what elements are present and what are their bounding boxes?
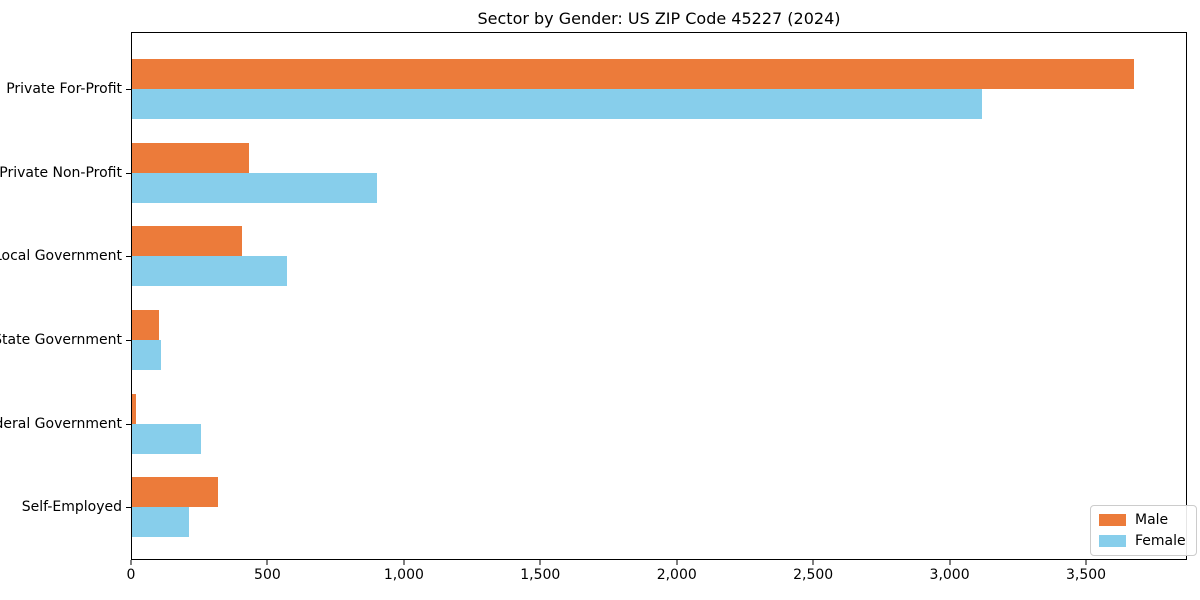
bar-female [132,507,190,538]
x-tick-mark [539,560,541,565]
legend-swatch-male [1099,514,1126,526]
y-axis-label: State Government [0,331,122,348]
category-row-2: Private Non-Profit [0,131,1186,215]
bar-female [132,423,202,454]
chart-title: Sector by Gender: US ZIP Code 45227 (202… [477,9,841,28]
legend-label-female: Female [1135,533,1186,549]
legend-swatch-female [1099,535,1126,547]
x-tick-mark [676,560,678,565]
bar-male [132,226,243,257]
y-tick-mark [126,256,131,258]
x-axis-tick-label: 500 [254,567,281,583]
x-axis: 0 500 1,000 1,500 2,000 2,500 3,000 3,500 [127,560,1187,590]
x-tick-mark [403,560,405,565]
x-axis-tick-label: 0 [126,567,136,583]
legend-item-male: Male [1099,512,1186,528]
y-tick-mark [126,423,131,425]
x-tick-mark [266,560,268,565]
y-tick-mark [126,339,131,341]
bar-female [132,172,378,203]
x-axis-tick-label: 3,500 [1065,567,1107,583]
plot-rows: Private For-Profit Private Non-Profit Loca… [0,33,1186,559]
bar-male [132,393,137,424]
bar-female [132,256,288,287]
y-axis-label: Private Non-Profit [0,164,122,181]
x-tick-mark [1085,560,1087,565]
legend-label-male: Male [1135,512,1169,528]
x-axis-tick-label: 2,000 [656,567,697,583]
bar-female [132,88,982,119]
category-row-4: State Government [0,298,1186,382]
x-axis-tick-label: 3,000 [929,567,970,583]
y-axis-label: Federal Government [0,415,122,432]
x-axis-tick-label: 1,500 [520,567,561,583]
category-row-3: Local Government [0,214,1186,298]
bar-male [132,58,1135,89]
plot-area: Private For-Profit Private Non-Profit Loca… [0,32,1187,560]
y-axis-label: Self-Employed [21,499,122,516]
x-tick-mark [949,560,951,565]
y-tick-mark [126,88,131,90]
bar-female [132,339,161,370]
bar-male [132,142,250,173]
x-tick-mark [812,560,814,565]
category-row-6: Self-Employed [22,465,1186,549]
y-tick-mark [126,172,131,174]
category-row-1: Private For-Profit [6,47,1186,131]
bar-male [132,477,218,508]
y-tick-mark [126,507,131,509]
x-tick-mark [130,560,132,565]
y-axis-label: Private For-Profit [6,80,122,97]
y-axis-label: Local Government [0,248,122,265]
legend: Male Female [1090,505,1197,556]
bar-male [132,309,160,340]
category-row-5: Federal Government [0,382,1186,466]
x-axis-tick-label: 1,000 [383,567,424,583]
x-axis-tick-label: 2,500 [793,567,834,583]
legend-item-female: Female [1099,533,1186,549]
